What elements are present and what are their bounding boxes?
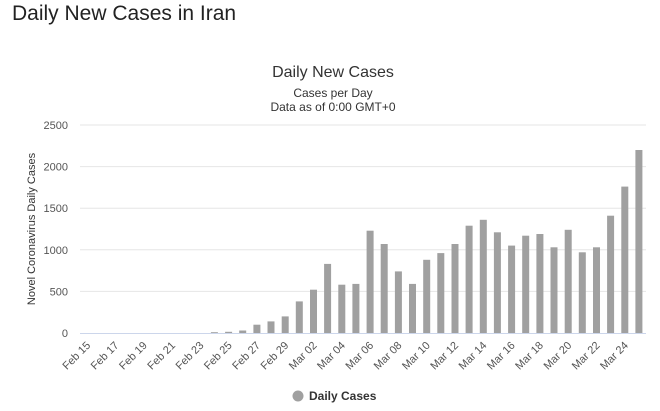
y-axis-label: Novel Coronavirus Daily Cases (26, 152, 38, 305)
y-tick-label: 2500 (44, 120, 68, 132)
x-tick-label: Feb 25 (202, 340, 235, 373)
bar[interactable] (508, 245, 516, 333)
bar[interactable] (451, 244, 459, 333)
x-tick-label: Mar 20 (542, 340, 575, 373)
bar[interactable] (352, 283, 360, 333)
chart-title: Daily New Cases (272, 64, 394, 81)
bar[interactable] (210, 332, 218, 333)
x-tick-label: Mar 18 (513, 340, 546, 373)
bar[interactable] (635, 150, 643, 333)
x-tick-label: Feb 29 (259, 340, 292, 373)
legend[interactable]: Daily Cases (292, 389, 377, 403)
x-tick-label: Mar 12 (428, 340, 461, 373)
y-axis-ticks: 0 500 1000 1500 2000 2500 (44, 120, 68, 340)
x-tick-label: Mar 02 (287, 340, 320, 373)
chart-subtitle-line-1: Cases per Day (293, 86, 372, 100)
x-tick-label: Feb 15 (60, 340, 93, 373)
bar[interactable] (281, 316, 289, 333)
bar[interactable] (380, 244, 388, 333)
bar[interactable] (493, 232, 501, 333)
x-tick-label: Mar 14 (457, 340, 490, 373)
y-tick-label: 500 (50, 286, 68, 298)
bar[interactable] (253, 324, 261, 333)
chart-subtitle-line-2: Data as of 0:00 GMT+0 (270, 100, 395, 114)
x-tick-label: Mar 22 (570, 340, 603, 373)
bar[interactable] (465, 225, 473, 333)
legend-label[interactable]: Daily Cases (309, 389, 377, 403)
x-tick-label: Mar 06 (343, 340, 376, 373)
x-tick-label: Feb 21 (145, 340, 178, 373)
bar[interactable] (409, 283, 416, 333)
bar[interactable] (522, 235, 530, 333)
page-heading: Daily New Cases in Iran (12, 2, 237, 25)
bar[interactable] (578, 252, 586, 333)
bar[interactable] (437, 253, 445, 333)
x-tick-label: Feb 23 (174, 340, 207, 373)
bar[interactable] (593, 247, 600, 333)
bar[interactable] (225, 331, 233, 333)
x-tick-label: Feb 19 (117, 340, 150, 373)
bar[interactable] (536, 234, 544, 333)
bar[interactable] (267, 321, 275, 333)
bar[interactable] (621, 186, 629, 333)
gridlines (80, 124, 646, 292)
bar[interactable] (310, 289, 317, 333)
bar[interactable] (324, 263, 332, 333)
x-tick-label: Mar 24 (598, 340, 631, 373)
x-tick-label: Feb 27 (230, 340, 263, 373)
y-tick-label: 1000 (44, 245, 68, 257)
x-tick-label: Mar 16 (485, 340, 518, 373)
bar[interactable] (239, 330, 247, 334)
bar[interactable] (366, 230, 374, 333)
x-tick-label: Feb 17 (89, 340, 122, 373)
bar[interactable] (479, 219, 487, 333)
bars (210, 150, 643, 334)
x-tick-label: Mar 04 (315, 340, 348, 373)
bar[interactable] (423, 259, 431, 333)
legend-marker[interactable] (292, 390, 304, 402)
bar[interactable] (607, 215, 615, 333)
bar[interactable] (295, 301, 303, 333)
y-tick-label: 1500 (44, 203, 68, 215)
x-tick-label: Mar 08 (372, 340, 405, 373)
bar[interactable] (394, 271, 402, 333)
x-tick-label: Mar 10 (400, 340, 433, 373)
y-tick-label: 2000 (44, 162, 68, 174)
bar[interactable] (338, 284, 346, 333)
y-tick-label: 0 (62, 328, 68, 340)
bar[interactable] (550, 247, 558, 333)
bar[interactable] (564, 229, 572, 333)
